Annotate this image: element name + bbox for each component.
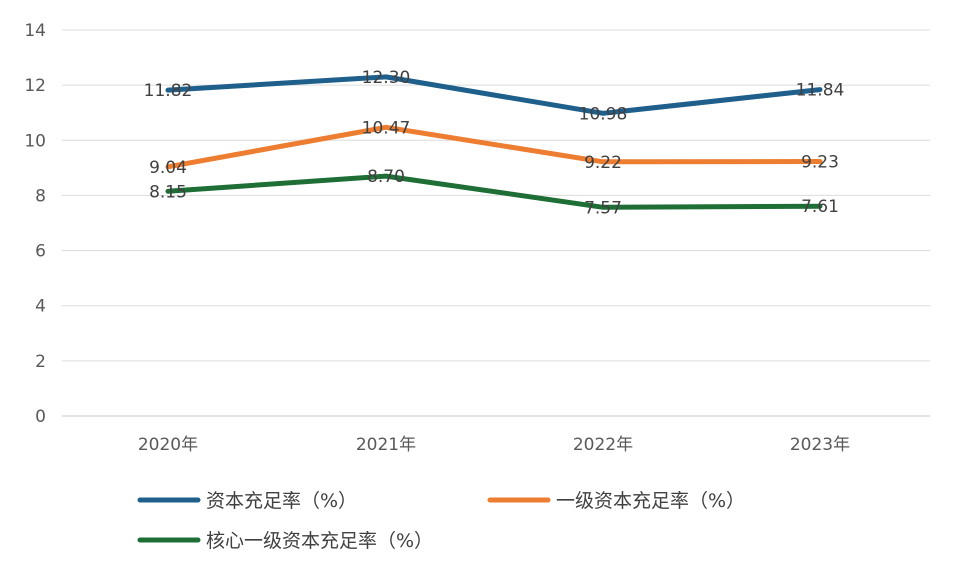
data-label: 7.57 (584, 198, 622, 218)
data-label: 7.61 (801, 197, 839, 217)
x-tick-label: 2020年 (138, 435, 198, 455)
data-label: 11.82 (144, 81, 193, 101)
y-axis-tick-labels: 0 2 4 6 8 10 12 14 (24, 21, 46, 427)
data-label: 9.23 (801, 153, 839, 173)
y-tick-label: 10 (24, 131, 46, 151)
legend: 资本充足率（%） 一级资本充足率（%） 核心一级资本充足率（%） (137, 490, 745, 552)
y-tick-label: 12 (24, 76, 46, 96)
data-label: 9.22 (584, 153, 622, 173)
x-tick-label: 2022年 (573, 435, 633, 455)
data-label: 11.84 (796, 81, 845, 101)
y-tick-label: 14 (24, 21, 46, 41)
data-label: 8.70 (367, 167, 405, 187)
y-tick-label: 6 (35, 242, 46, 262)
series-line-3 (165, 173, 823, 210)
gridlines (62, 29, 930, 417)
series-line-2 (165, 124, 823, 170)
x-tick-label: 2023年 (790, 435, 850, 455)
y-tick-label: 0 (35, 407, 46, 427)
legend-label-2: 一级资本充足率（%） (556, 490, 745, 512)
x-tick-label: 2021年 (356, 435, 416, 455)
data-label: 12.30 (362, 68, 411, 88)
y-tick-label: 2 (35, 352, 46, 372)
y-tick-label: 8 (35, 186, 46, 206)
data-label: 9.04 (149, 158, 187, 178)
legend-label-3: 核心一级资本充足率（%） (206, 530, 433, 552)
data-label: 10.47 (362, 118, 411, 138)
series-line-1 (165, 74, 823, 116)
data-label: 10.98 (579, 104, 628, 124)
x-axis-tick-labels: 2020年 2021年 2022年 2023年 (138, 435, 850, 455)
series-lines (165, 74, 823, 210)
y-tick-label: 4 (35, 297, 46, 317)
data-labels: 11.82 12.30 10.98 11.84 9.04 10.47 9.22 9.23 8.1… (144, 68, 845, 218)
data-label: 8.15 (149, 182, 187, 202)
legend-label-1: 资本充足率（%） (206, 490, 357, 512)
